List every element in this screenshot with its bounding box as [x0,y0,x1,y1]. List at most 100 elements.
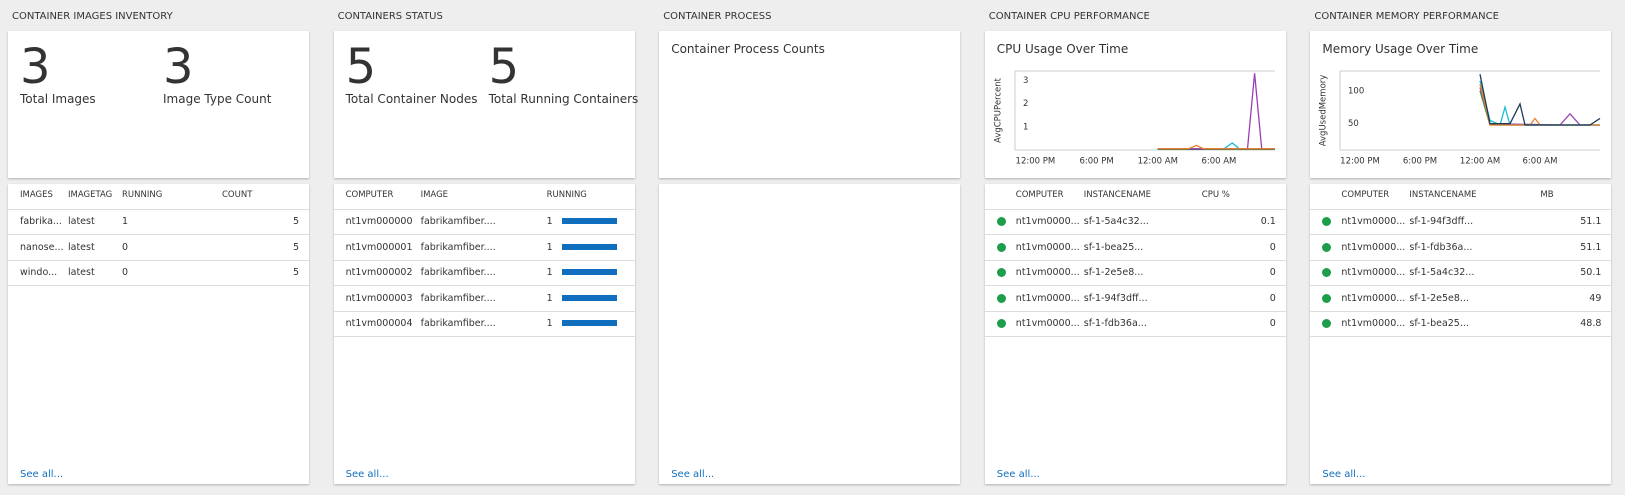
table-row [8,260,309,286]
table-row [333,235,635,261]
series-line [1479,90,1601,126]
table-cell: 0.1 [1260,216,1276,227]
y-tick-label: 2 [1023,99,1028,109]
panel: CONTAINER PROCESS Container Process Count… [659,0,961,495]
tile-heading: Container Process Counts [671,42,825,56]
column-header: RUNNING [546,190,587,200]
table-cell: nt1vm0000... [1341,318,1406,329]
table-cell: 48.8 [1580,318,1602,329]
tile-value: 5 [345,39,377,95]
series-line [1157,144,1275,150]
column-header: COMPUTER [345,190,394,200]
table-cell: nt1vm0000... [1341,292,1406,304]
status-dot [996,217,1006,226]
table-cell: sf-1-2e5e8... [1409,292,1469,304]
table-card: COMPUTER INSTANCENAME MB nt1vm0000... sf-1-9… [1310,184,1612,484]
column-header: COMPUTER [1015,190,1064,200]
table-cell: 1 [122,216,129,227]
column-header: CPU % [1201,190,1230,200]
table-cell: 0 [1269,292,1276,304]
see-all-link[interactable]: See all... [345,469,389,480]
y-axis-label: AvgUsedMemory [1319,75,1329,147]
y-axis-label: AvgCPUPercent [993,77,1003,143]
panel-title: CONTAINER CPU PERFORMANCE [988,11,1150,22]
table-cell: nt1vm0000... [1015,318,1080,329]
tile-value: 3 [163,39,194,95]
running-bar [561,294,617,301]
table-row [333,286,635,312]
tile-label: Total Container Nodes [345,92,478,106]
table-header-rule [333,184,635,210]
table-cell: fabrikamfiber.... [420,267,496,278]
y-tick-label: 1 [1023,122,1028,132]
running-bar [561,218,617,224]
panel: CONTAINER IMAGES INVENTORY 3 Total Images 3… [8,0,309,495]
table-row [984,311,1286,337]
status-dot [1322,319,1332,328]
table-row [8,235,309,261]
see-all-link[interactable]: See all... [671,469,715,480]
table-cell: nt1vm000001 [345,241,413,253]
y-tick-label: 3 [1023,76,1028,86]
table-cell: fabrika... [20,216,62,227]
table-cell: 1 [546,267,553,278]
table-cell: fabrikamfiber.... [420,318,496,329]
status-dot [996,268,1006,277]
x-tick-label: 6:00 PM [1079,157,1113,167]
panel-title: CONTAINER IMAGES INVENTORY [12,11,173,22]
table-card: See all... [659,184,961,484]
table-row [8,209,309,235]
table-cell: 0 [122,267,129,278]
see-all-link[interactable]: See all... [20,469,64,480]
table-cell: nt1vm000004 [345,318,413,329]
running-bar [561,320,617,326]
column-header: COUNT [222,190,253,200]
series-line [1479,74,1601,126]
tile-label: Total Running Containers [488,92,639,106]
x-tick-label: 6:00 PM [1403,157,1437,167]
chart: AvgCPUPercent 1 2 3 12:00 PM 6:00 PM 12:00 AM 6… [993,70,1275,167]
series-line [1157,73,1275,150]
y-tick-label: 100 [1348,86,1364,96]
table-cell: 0 [1269,267,1276,278]
table-cell: 5 [292,241,299,253]
table-card: COMPUTER INSTANCENAME CPU % nt1vm0000... sf-… [984,184,1286,484]
see-all-link[interactable]: See all... [996,469,1040,480]
table-cell: nt1vm0000... [1015,241,1080,253]
x-tick-label: 12:00 AM [1460,157,1500,167]
status-dot [1322,268,1332,277]
panel-title: CONTAINER PROCESS [663,11,772,22]
summary-card: CPU Usage Over Time AvgCPUPercent 1 2 3 12:00… [984,31,1286,178]
series-line [1479,87,1601,126]
column-header: IMAGES [20,190,53,200]
table-cell: nt1vm0000... [1015,292,1080,304]
table-row [333,209,635,235]
table-cell: sf-1-94f3dff... [1409,216,1474,227]
table-cell: 50.1 [1580,267,1602,278]
table-cell: sf-1-94f3dff... [1083,292,1148,304]
status-dot [1322,293,1332,303]
table-cell: nt1vm0000... [1341,241,1406,253]
table-cell: sf-1-5a4c32... [1409,267,1475,278]
status-dot [996,242,1006,252]
table-cell: 1 [546,241,553,253]
chart: AvgUsedMemory 50 100 12:00 PM 6:00 PM 12:00 A… [1319,70,1601,167]
table-cell: fabrikamfiber.... [420,292,496,304]
table-row [1310,235,1612,261]
table-cell: sf-1-bea25... [1083,241,1144,253]
table-row [333,260,635,286]
see-all-link[interactable]: See all... [1322,469,1366,480]
panel: CONTAINER CPU PERFORMANCE CPU Usage Over … [984,0,1286,495]
table-cell: 49 [1589,292,1602,304]
table-card: COMPUTER IMAGE RUNNING nt1vm000000 fabrikamf… [333,184,635,484]
table-cell: nt1vm0000... [1341,267,1406,278]
column-header: INSTANCENAME [1409,190,1477,200]
table-cell: 1 [546,292,553,304]
column-header: INSTANCENAME [1083,190,1151,200]
y-tick-label: 50 [1348,119,1359,129]
table-cell: 0 [1269,241,1276,253]
column-header: IMAGETAG [68,190,113,200]
summary-card: 5 Total Container Nodes 5 Total Running Con… [333,31,638,178]
panel-title: CONTAINER MEMORY PERFORMANCE [1314,11,1499,22]
